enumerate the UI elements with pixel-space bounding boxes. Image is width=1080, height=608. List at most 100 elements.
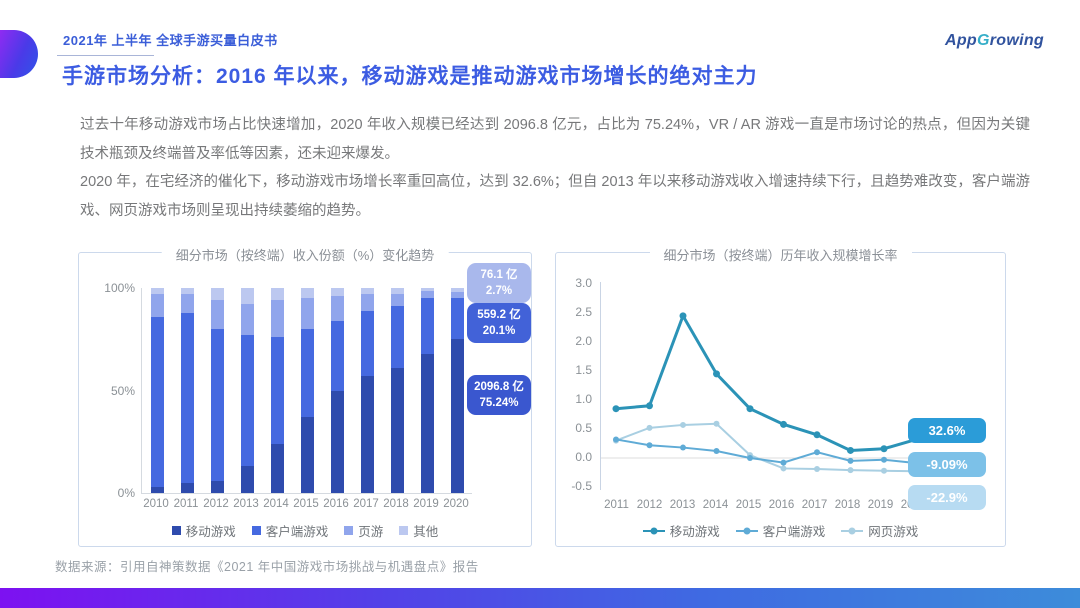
legend-dot-icon	[650, 527, 658, 534]
bar-segment-移动游戏	[360, 376, 374, 493]
x-tick-label: 2015	[293, 498, 319, 510]
bar-segment-移动游戏	[180, 482, 194, 493]
bar-segment-页游	[420, 291, 434, 299]
bar-segment-移动游戏	[390, 367, 404, 493]
page-title: 手游市场分析：2016 年以来，移动游戏是推动游戏市场增长的绝对主力	[62, 65, 758, 88]
data-point	[880, 445, 888, 453]
bar-segment-移动游戏	[300, 417, 314, 493]
bar-segment-其他	[330, 288, 344, 297]
bar-column	[262, 288, 292, 493]
data-point	[713, 420, 720, 427]
bar-segment-页游	[300, 298, 314, 330]
stacked-bar	[270, 288, 284, 493]
bar-segment-客户端游戏	[150, 316, 164, 487]
y-tick-label: 2.5	[575, 305, 592, 319]
logo-text-app: App	[944, 32, 977, 49]
bottom-gradient-bar	[0, 588, 1080, 608]
line-series-移动游戏	[615, 312, 918, 452]
charts-row: 细分市场（按终端）收入份额（%）变化趋势 100% 50% 0% 2010 2011 2…	[78, 245, 1006, 547]
stacked-bar	[450, 288, 464, 493]
badge-percent: 75.24%	[479, 397, 519, 409]
paragraph-1: 过去十年移动游戏市场占比快速增加，2020 年收入规模已经达到 2096.8 亿…	[80, 117, 1030, 162]
x-tick-label: 2014	[263, 498, 289, 510]
bar-column	[382, 288, 412, 493]
legend-label: 移动游戏	[669, 525, 720, 539]
bar-segment-客户端游戏	[240, 335, 254, 467]
x-tick-label: 2011	[173, 498, 199, 510]
x-tick-label: 2016	[323, 498, 349, 510]
data-point	[780, 465, 787, 472]
line-series-客户端游戏	[615, 438, 918, 465]
x-tick-label: 2013	[233, 498, 259, 510]
x-tick-label: 2013	[669, 499, 696, 511]
growth-rate-badge: -22.9%	[908, 485, 986, 510]
bar-segment-页游	[450, 292, 464, 298]
bar-segment-其他	[270, 288, 284, 301]
y-tick-label: 50%	[110, 383, 135, 398]
y-tick-label: -0.5	[571, 479, 592, 493]
data-point	[679, 312, 687, 320]
bar-column	[292, 288, 322, 493]
data-point	[847, 467, 854, 474]
bar-segment-客户端游戏	[210, 329, 224, 481]
line-chart-title: 细分市场（按终端）历年收入规模增长率	[649, 245, 912, 264]
breadcrumb-underline	[57, 55, 154, 56]
bar-segment-其他	[360, 288, 374, 295]
stacked-bar	[240, 288, 254, 493]
value-badge: 559.2 亿 20.1%	[467, 303, 531, 343]
bar-segment-页游	[240, 304, 254, 336]
legend-item-客户端游戏: 客户端游戏	[251, 521, 329, 540]
legend-label: 页游	[358, 525, 384, 539]
data-point	[747, 455, 753, 461]
stacked-bar	[330, 288, 344, 493]
data-point	[847, 446, 854, 454]
legend-label: 网页游戏	[868, 525, 919, 539]
stacked-bar	[360, 288, 374, 493]
bar-segment-其他	[150, 288, 164, 295]
appgrowing-logo: AppGrowing	[945, 32, 1044, 50]
legend-item-其他: 其他	[399, 521, 438, 540]
data-point	[646, 424, 653, 431]
bar-segment-移动游戏	[420, 353, 434, 493]
bar-x-axis-labels: 2010 2011 2012 2013 2014 2015 2016 2017 2018 2019…	[141, 498, 471, 510]
badge-value: 559.2 亿	[477, 309, 521, 321]
bar-chart-title: 细分市场（按终端）收入份额（%）变化趋势	[161, 245, 449, 264]
stacked-bar	[420, 288, 434, 493]
data-point	[813, 431, 821, 439]
bar-segment-客户端游戏	[300, 329, 314, 418]
bar-chart-legend: 移动游戏 客户端游戏 页游 其他	[79, 521, 531, 540]
data-source-note: 数据来源：引用自神策数据《2021 年中国游戏市场挑战与机遇盘点》报告	[55, 560, 479, 574]
bar-column	[202, 288, 232, 493]
y-tick-label: 2.0	[575, 334, 592, 348]
legend-label: 客户端游戏	[265, 525, 329, 539]
data-point	[847, 457, 854, 464]
bar-segment-页游	[390, 294, 404, 307]
growth-rate-badge: 32.6%	[908, 418, 986, 443]
value-badge: 76.1 亿 2.7%	[467, 263, 531, 303]
bar-column	[232, 288, 262, 493]
stacked-bar-plot	[141, 288, 472, 494]
y-tick-label: 3.0	[575, 276, 592, 290]
bar-segment-页游	[210, 300, 224, 330]
logo-text-rowing: rowing	[989, 32, 1044, 49]
growth-rate-badge: -9.09%	[908, 452, 986, 477]
x-tick-label: 2020	[443, 498, 469, 510]
badge-percent: 2.7%	[485, 285, 513, 297]
bar-column	[322, 288, 352, 493]
badge-value: 76.1 亿	[480, 269, 518, 281]
report-breadcrumb: 2021年 上半年 全球手游买量白皮书	[63, 33, 278, 48]
legend-item-客户端游戏: 客户端游戏	[735, 521, 825, 540]
bar-segment-客户端游戏	[450, 297, 464, 339]
bar-segment-客户端游戏	[270, 337, 284, 444]
bar-segment-其他	[210, 288, 224, 301]
body-text: 过去十年移动游戏市场占比快速增加，2020 年收入规模已经达到 2096.8 亿…	[80, 111, 1030, 225]
stacked-bar	[180, 288, 194, 493]
legend-swatch-icon	[399, 526, 409, 535]
bar-segment-移动游戏	[270, 443, 284, 493]
data-point	[612, 405, 620, 413]
corner-pill-decoration	[0, 30, 38, 78]
stacked-bar	[390, 288, 404, 493]
data-point	[881, 456, 887, 463]
bar-segment-客户端游戏	[360, 310, 374, 377]
